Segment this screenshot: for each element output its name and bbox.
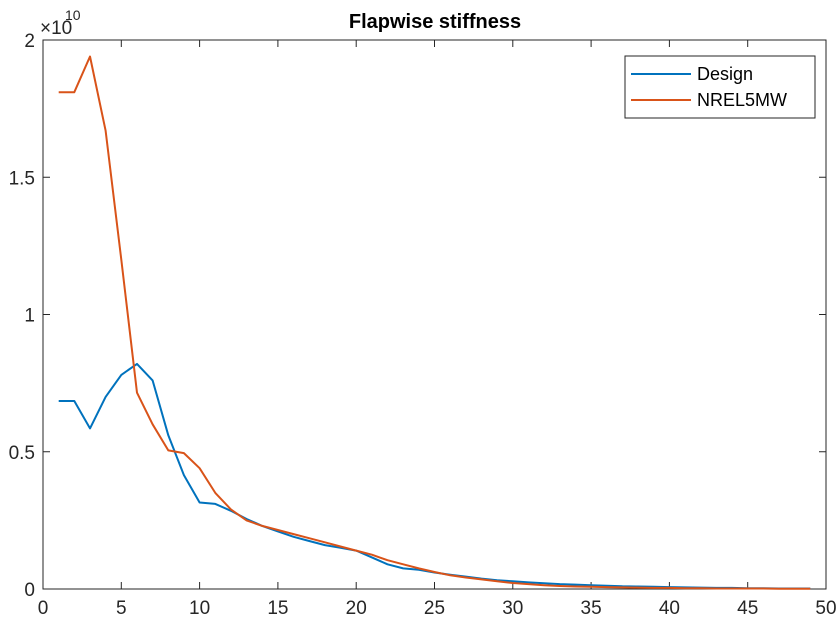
x-tick-label: 30 [502,598,523,619]
x-tick-label: 20 [346,598,367,619]
x-tick-label: 10 [189,598,210,619]
y-axis-multiplier: ×10 10 [40,7,81,39]
y-multiplier-exponent: 10 [65,7,81,23]
legend: Design NREL5MW [624,55,816,119]
x-tick-label: 50 [815,598,836,619]
y-tick-label: 2 [24,31,35,52]
x-tick-label: 25 [424,598,445,619]
y-tick-label: 0 [24,580,35,601]
legend-label: Design [697,64,753,84]
x-tick-label: 35 [581,598,602,619]
y-multiplier-base: ×10 [40,18,72,39]
legend-box [624,55,816,119]
y-tick-label: 1 [24,306,35,327]
x-tick-label: 0 [38,598,49,619]
y-tick-label: 1.5 [9,168,35,189]
y-tick-label: 0.5 [9,443,35,464]
series-line-design [58,362,811,590]
legend-label: NREL5MW [697,90,787,110]
axes-box [42,39,827,590]
plot-area: 0 5 10 15 20 25 30 35 40 45 50 0 0.5 1 1.5 2 Design NREL5… [9,31,837,619]
x-tick-label: 45 [737,598,758,619]
x-tick-label: 40 [659,598,680,619]
x-tick-label: 5 [116,598,127,619]
series-line-nrel5mw [58,55,811,590]
chart-title: Flapwise stiffness [349,11,521,33]
x-tick-label: 15 [267,598,288,619]
